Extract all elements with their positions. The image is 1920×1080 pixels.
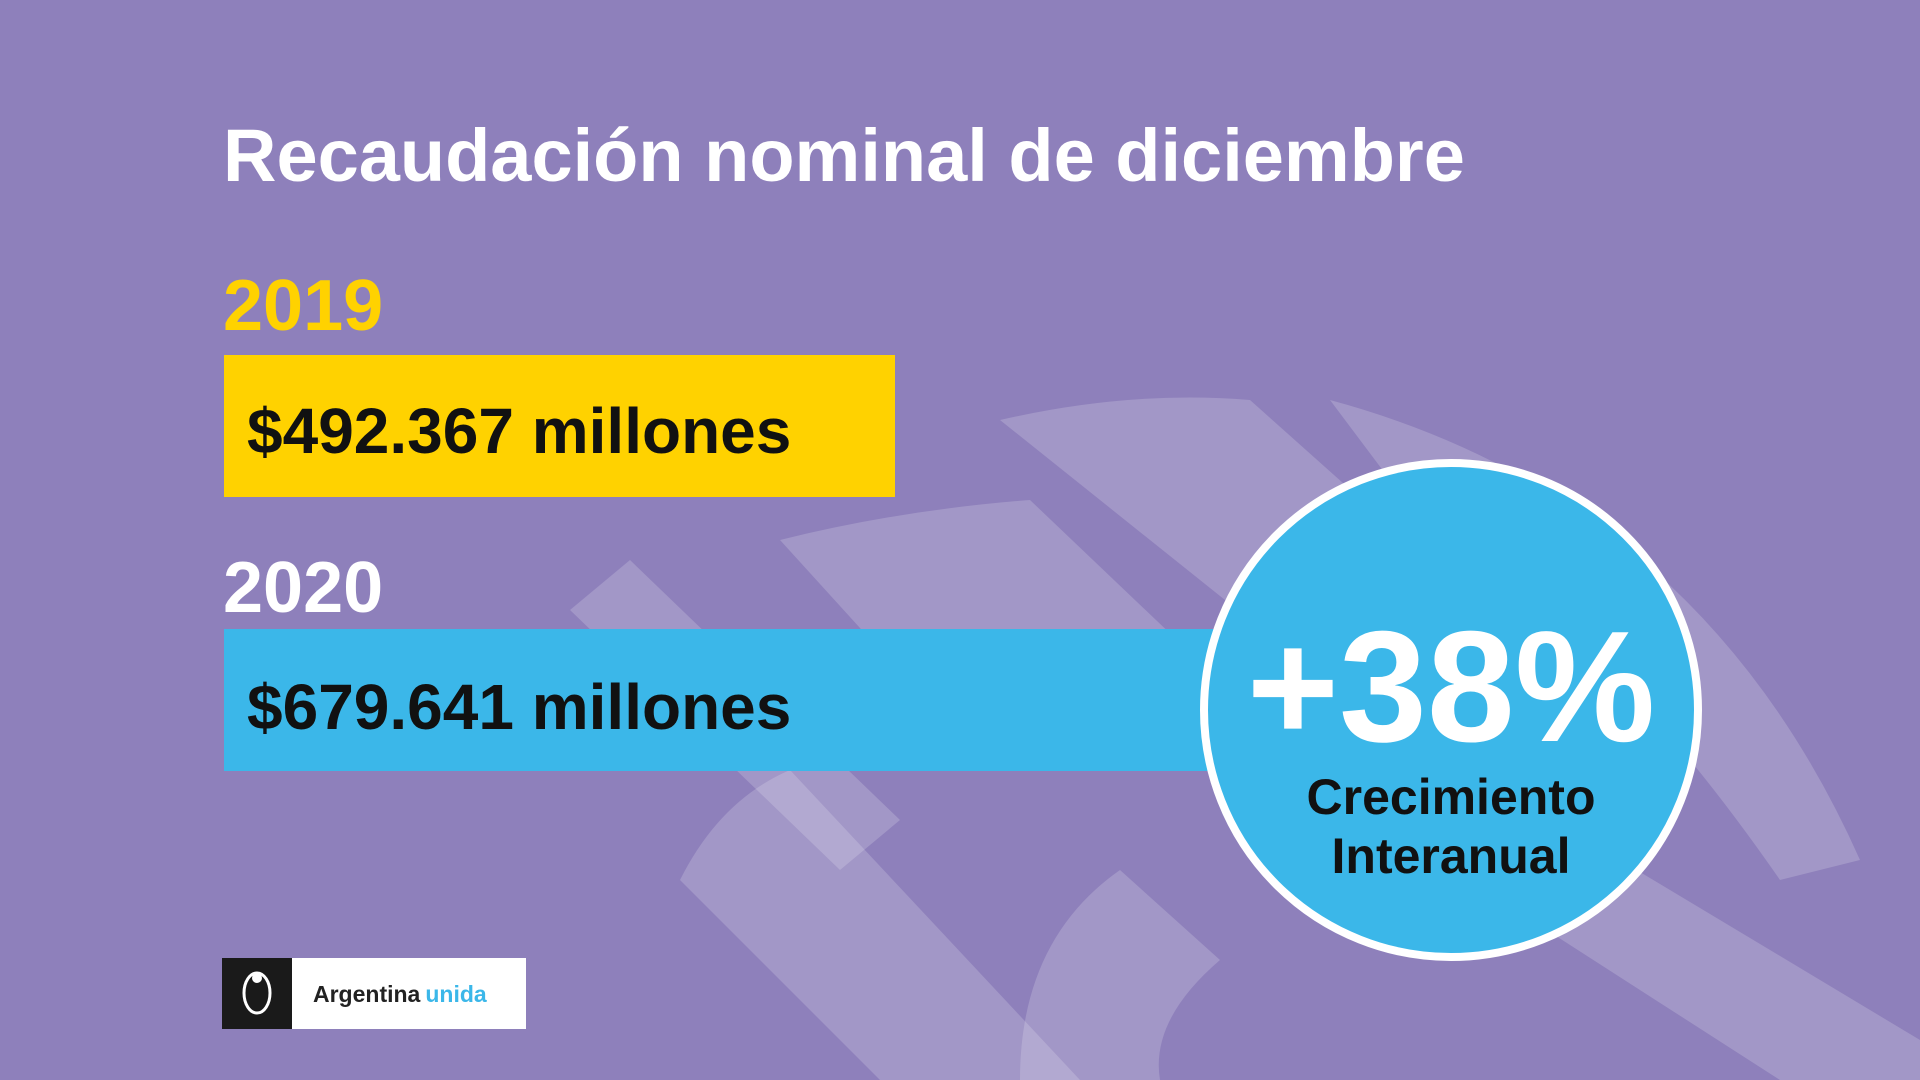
logo-brand: Argentina xyxy=(313,981,421,1007)
badge-label: Crecimiento xyxy=(1307,769,1596,825)
logo-emblem-box xyxy=(222,958,292,1029)
year-label: 2020 xyxy=(223,548,383,628)
badge-circle xyxy=(1200,459,1702,961)
title: Recaudación nominal de diciembre xyxy=(223,114,1465,197)
badge-label: Interanual xyxy=(1332,828,1571,884)
logo-text: Argentina unida xyxy=(313,981,487,1007)
amount-bar xyxy=(224,355,895,497)
logo-sun xyxy=(252,973,262,983)
badge-value: +38% xyxy=(1247,599,1656,775)
year-label: 2019 xyxy=(223,266,383,346)
logo-highlight: unida xyxy=(425,981,487,1007)
amount-label: $492.367 millones xyxy=(247,395,791,467)
logo: Argentina unida xyxy=(222,958,526,1029)
amount-label: $679.641 millones xyxy=(247,671,791,743)
logo-text-box xyxy=(292,958,526,1029)
amount-bar xyxy=(224,629,1264,771)
